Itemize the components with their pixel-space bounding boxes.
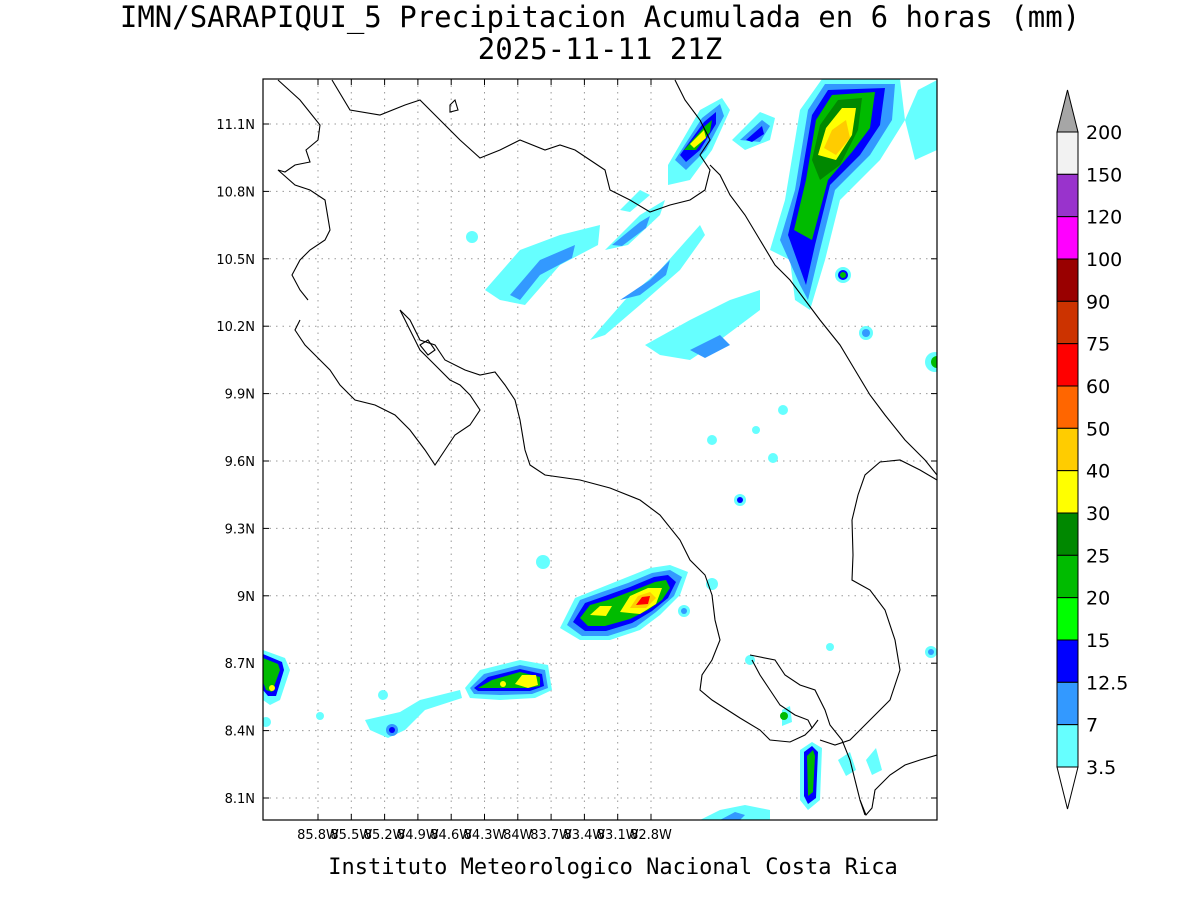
rain-streak-north-west <box>485 190 760 360</box>
coastlines <box>277 79 937 817</box>
colorbar-label: 40 <box>1086 461 1110 483</box>
map-valid-time: 2025-11-11 21Z <box>477 32 723 66</box>
lat-tick-label: 11.1N <box>216 118 255 133</box>
lat-tick-label: 8.1N <box>225 792 255 807</box>
map-frame <box>262 78 938 821</box>
lat-tick-label: 10.2N <box>216 320 255 335</box>
colorbar-label: 25 <box>1086 545 1110 567</box>
colorbar-swatch <box>1056 724 1079 768</box>
lon-tick-label: 84.9W <box>397 828 439 843</box>
rain-cell-north-a <box>668 98 730 185</box>
lat-tick-label: 10.5N <box>216 253 255 268</box>
colorbar-swatch <box>1056 554 1079 599</box>
rain-cell-central <box>560 565 688 640</box>
lat-tick-label: 10.8N <box>216 185 255 200</box>
colorbar-label: 75 <box>1086 334 1110 356</box>
colorbar-label: 20 <box>1086 588 1110 610</box>
colorbar-label: 50 <box>1086 418 1110 440</box>
colorbar-label: 30 <box>1086 503 1110 525</box>
colorbar-label: 100 <box>1086 249 1122 271</box>
latitude-labels: 11.1N 10.8N 10.5N 10.2N 9.9N 9.6N 9.3N 9N 8.7N 8.… <box>216 118 255 807</box>
footer-credit: Instituto Meteorologico Nacional Costa R… <box>328 855 898 880</box>
lon-tick-label: 82.8W <box>630 828 672 843</box>
lon-tick-label: 84.6W <box>430 828 472 843</box>
colorbar-swatch <box>1056 597 1079 641</box>
lon-tick-label: 85.8W <box>297 828 339 843</box>
lon-tick-label: 83.1W <box>597 828 639 843</box>
rain-cell-north-b <box>732 112 775 150</box>
longitude-labels: 85.8W85.5W85.2W84.9W84.6W84.3W84W83.7W83… <box>297 828 672 843</box>
lon-tick-label: 84W <box>503 828 533 843</box>
colorbar-swatch <box>1056 131 1079 175</box>
colorbar-swatch <box>1056 216 1079 260</box>
rain-cell-south-east <box>700 706 882 820</box>
colorbar-swatch <box>1056 427 1079 472</box>
lon-tick-label: 83.4W <box>563 828 605 843</box>
colorbar-swatch <box>1056 173 1079 218</box>
lat-tick-label: 9.3N <box>225 522 255 537</box>
colorbar-label: 12.5 <box>1086 672 1128 694</box>
colorbar: 200 150 120 100 90 75 60 50 40 30 25 20 15 12.5 7 3.5 <box>1056 89 1128 810</box>
rain-cell-north-c <box>770 79 905 310</box>
colorbar-label: 3.5 <box>1086 757 1116 779</box>
colorbar-label: 200 <box>1086 122 1122 144</box>
colorbar-under-arrow <box>1056 766 1079 810</box>
colorbar-label: 120 <box>1086 207 1122 229</box>
lat-tick-label: 8.7N <box>225 657 255 672</box>
precipitation-field <box>263 79 937 820</box>
colorbar-label: 90 <box>1086 291 1110 313</box>
lon-tick-label: 83.7W <box>530 828 572 843</box>
colorbar-swatch <box>1056 639 1079 683</box>
colorbar-swatch <box>1056 681 1079 726</box>
lon-tick-label: 85.2W <box>364 828 406 843</box>
lat-tick-label: 8.4N <box>225 725 255 740</box>
rain-cell-west-edge <box>263 650 290 727</box>
colorbar-swatch <box>1056 512 1079 556</box>
rain-cell-north-d <box>905 80 937 160</box>
colorbar-swatch <box>1056 385 1079 429</box>
lat-tick-label: 9.6N <box>225 455 255 470</box>
map-title: IMN/SARAPIQUI_5 Precipitacion Acumulada … <box>119 0 1081 34</box>
colorbar-swatch <box>1056 343 1079 387</box>
rain-cell-southwest <box>465 660 552 700</box>
lat-tick-label: 9.9N <box>225 388 255 403</box>
colorbar-swatch <box>1056 470 1079 514</box>
lon-tick-label: 85.5W <box>330 828 372 843</box>
colorbar-label: 150 <box>1086 164 1122 186</box>
colorbar-label: 7 <box>1086 715 1098 737</box>
colorbar-over-arrow <box>1056 89 1079 133</box>
colorbar-label: 60 <box>1086 376 1110 398</box>
colorbar-swatch <box>1056 300 1079 345</box>
lon-tick-label: 84.3W <box>464 828 506 843</box>
colorbar-label: 15 <box>1086 630 1110 652</box>
lat-tick-label: 9N <box>237 590 255 605</box>
colorbar-swatch <box>1056 258 1079 302</box>
